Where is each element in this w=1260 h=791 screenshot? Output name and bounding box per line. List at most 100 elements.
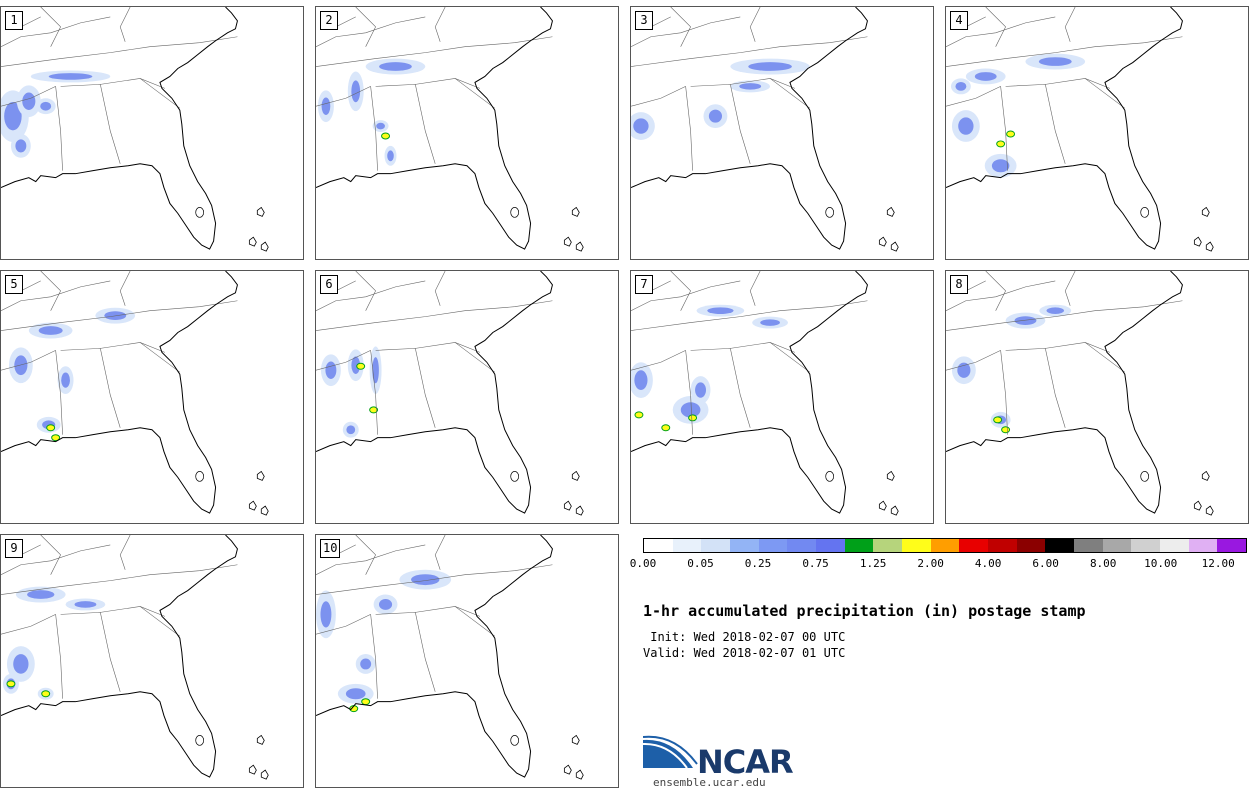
state-border xyxy=(370,350,378,435)
state-border xyxy=(769,342,810,373)
precip-area-moderate xyxy=(13,654,29,674)
state-border xyxy=(965,16,986,28)
state-border xyxy=(1084,78,1125,109)
precip-area-moderate xyxy=(376,122,385,130)
state-border xyxy=(415,606,481,617)
island xyxy=(256,206,265,217)
precip-area-moderate xyxy=(634,370,648,390)
panel-member-label: 2 xyxy=(320,11,338,30)
state-border xyxy=(55,86,63,171)
state-border xyxy=(946,350,1001,371)
lake xyxy=(1140,207,1150,218)
precip-area-moderate xyxy=(695,382,707,398)
state-border xyxy=(316,350,371,371)
state-border xyxy=(1,614,56,635)
precip-area-heavy xyxy=(381,132,391,140)
state-border xyxy=(1,36,238,67)
colorbar-tick-label: 6.00 xyxy=(1032,557,1059,570)
state-border xyxy=(946,86,1001,107)
coastline xyxy=(631,7,868,250)
forecast-panel: 9 xyxy=(0,534,304,788)
coastline xyxy=(316,271,553,514)
state-border xyxy=(1064,271,1076,306)
colorbar xyxy=(643,538,1247,553)
state-border xyxy=(965,280,986,292)
state-border xyxy=(631,86,686,107)
colorbar-tick-label: 0.00 xyxy=(629,557,657,570)
state-border xyxy=(685,86,693,171)
precip-area-moderate xyxy=(958,117,974,135)
state-border xyxy=(20,280,41,292)
state-border xyxy=(670,271,691,311)
precip-area-heavy xyxy=(634,411,644,419)
island xyxy=(563,500,572,511)
state-border xyxy=(1,564,238,595)
state-border xyxy=(730,78,796,89)
precip-area-heavy xyxy=(993,416,1003,424)
precip-area-moderate xyxy=(411,574,440,586)
precip-area-moderate xyxy=(708,109,722,123)
colorbar-tick-label: 4.00 xyxy=(974,557,1002,570)
state-border xyxy=(55,614,63,699)
precip-area-moderate xyxy=(1038,57,1072,66)
southeast-us-map xyxy=(946,271,1214,516)
panel-member-label: 6 xyxy=(320,275,338,294)
state-border xyxy=(650,16,671,28)
state-border xyxy=(316,16,426,47)
precip-area-moderate xyxy=(321,97,331,115)
coastline xyxy=(1,7,238,250)
island xyxy=(248,764,257,775)
state-border xyxy=(1000,350,1008,435)
state-border xyxy=(434,535,446,570)
lake xyxy=(510,207,520,218)
precip-area-moderate xyxy=(680,402,701,418)
forecast-panel: 10 xyxy=(315,534,619,788)
state-border xyxy=(1,86,56,107)
state-border xyxy=(1045,78,1111,89)
panel-member-label: 3 xyxy=(635,11,653,30)
state-border xyxy=(316,614,371,635)
island xyxy=(1205,505,1214,516)
island xyxy=(575,769,584,780)
island xyxy=(260,241,269,252)
precip-area-heavy xyxy=(356,362,366,370)
coastline xyxy=(1,535,238,778)
state-border xyxy=(40,7,61,47)
lake xyxy=(510,471,520,482)
southeast-us-map xyxy=(1,7,269,252)
precip-area-moderate xyxy=(320,601,332,628)
state-border xyxy=(316,280,426,311)
state-border xyxy=(375,612,436,692)
state-border xyxy=(769,78,810,109)
state-border xyxy=(20,16,41,28)
state-border xyxy=(1,280,111,311)
state-border xyxy=(749,7,761,42)
state-border xyxy=(650,280,671,292)
state-border xyxy=(985,7,1006,47)
precip-area-moderate xyxy=(4,101,22,131)
colorbar-swatch xyxy=(959,539,989,552)
state-border xyxy=(670,7,691,47)
ncar-url: ensemble.ucar.edu xyxy=(653,776,766,789)
ncar-wordmark: NCAR xyxy=(697,743,794,781)
precip-area-moderate xyxy=(1014,316,1037,325)
state-border xyxy=(335,280,356,292)
precip-area-moderate xyxy=(48,73,93,80)
lake xyxy=(825,471,835,482)
coastline xyxy=(316,7,553,250)
colorbar-swatch xyxy=(1217,539,1247,552)
state-border xyxy=(375,84,436,164)
forecast-panel: 1 xyxy=(0,6,304,260)
forecast-panel: 5 xyxy=(0,270,304,524)
precip-area-moderate xyxy=(38,326,63,335)
state-border xyxy=(355,7,376,47)
state-border xyxy=(40,271,61,311)
southeast-us-map xyxy=(631,271,899,516)
lake xyxy=(195,735,205,746)
colorbar-swatch xyxy=(1188,539,1218,552)
state-border xyxy=(1064,7,1076,42)
colorbar-swatch xyxy=(873,539,903,552)
state-border xyxy=(370,86,378,171)
state-border xyxy=(335,16,356,28)
island xyxy=(248,236,257,247)
